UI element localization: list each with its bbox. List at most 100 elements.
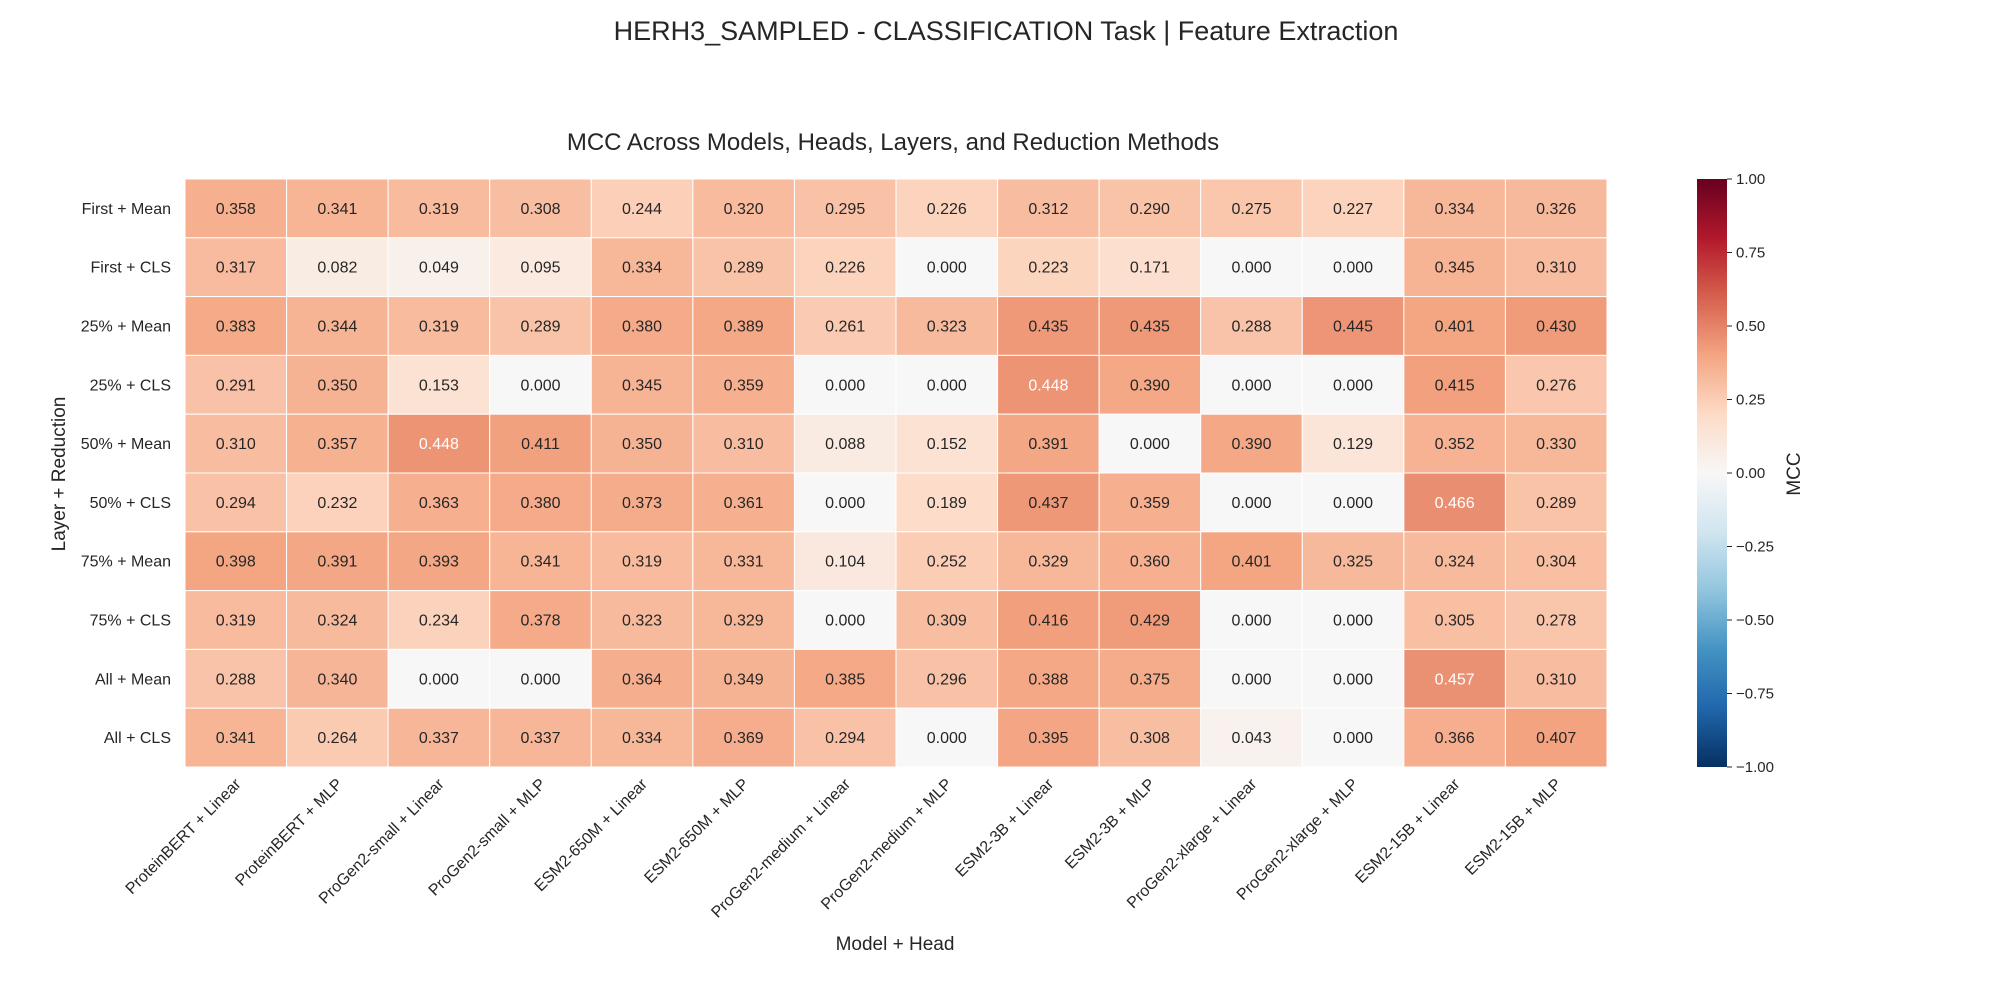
cell-value-label: 0.358 (216, 201, 256, 218)
cell-value-label: 0.244 (622, 201, 662, 218)
cell-value-label: 0.416 (1028, 613, 1068, 630)
heatmap-cell (1403, 354, 1506, 415)
heatmap-cell (692, 707, 795, 768)
cell-value-label: 0.320 (724, 201, 764, 218)
cell-value-label: 0.350 (622, 436, 662, 453)
y-tick-label: 75% + CLS (90, 613, 171, 630)
y-tick-label: First + Mean (82, 201, 171, 218)
x-tick-label: ESM2-650M + Linear (532, 775, 652, 895)
cell-value-label: 0.226 (825, 260, 865, 277)
cell-value-label: 0.310 (1536, 260, 1576, 277)
cell-value-label: 0.043 (1231, 730, 1271, 747)
cell-value-label: 0.385 (825, 671, 865, 688)
colorbar-tick-label: 0.75 (1736, 245, 1765, 262)
heatmap-cell (489, 472, 592, 533)
cell-value-label: 0.308 (1130, 730, 1170, 747)
y-tick-label: All + Mean (95, 671, 171, 688)
cell-value-label: 0.000 (1231, 260, 1271, 277)
cell-value-label: 0.375 (1130, 671, 1170, 688)
cell-value-label: 0.324 (317, 613, 357, 630)
cell-value-label: 0.088 (825, 436, 865, 453)
cell-value-label: 0.366 (1435, 730, 1475, 747)
cell-value-label: 0.289 (1536, 495, 1576, 512)
cell-value-label: 0.466 (1435, 495, 1475, 512)
colorbar-tick-label: −1.00 (1736, 759, 1774, 776)
heatmap-cell (286, 590, 389, 650)
cell-value-label: 0.373 (622, 495, 662, 512)
heatmap-cell (1200, 707, 1303, 768)
y-tick-labels: First + Mean First + CLS 25% + Mean 25% + C… (81, 201, 171, 747)
cell-value-label: 0.430 (1536, 319, 1576, 336)
cell-value-label: 0.223 (1028, 260, 1068, 277)
cell-value-label: 0.401 (1435, 319, 1475, 336)
heatmap-cell (793, 472, 897, 533)
heatmap-cell (692, 472, 795, 533)
heatmap-cells: 0.358 0.341 0.319 0.308 0.244 0.320 0.295 0.226… (184, 178, 1608, 768)
x-tick-label: ProteinBERT + Linear (123, 775, 245, 897)
cell-value-label: 0.395 (1028, 730, 1068, 747)
heatmap-cell (997, 354, 1100, 415)
cell-value-label: 0.407 (1536, 730, 1576, 747)
cell-value-label: 0.352 (1435, 436, 1475, 453)
heatmap-cell (1098, 531, 1202, 592)
x-tick-label: ESM2-650M + MLP (641, 776, 752, 887)
colorbar-tick-label: −0.25 (1736, 539, 1774, 556)
heatmap-cell (1504, 648, 1608, 709)
cell-value-label: 0.415 (1435, 377, 1475, 394)
x-tick-label: ESM2-3B + MLP (1062, 776, 1159, 873)
heatmap-cell (1301, 178, 1405, 239)
cell-value-label: 0.000 (825, 613, 865, 630)
cell-value-label: 0.000 (1130, 436, 1170, 453)
cell-value-label: 0.305 (1435, 613, 1475, 630)
cell-value-label: 0.189 (927, 495, 967, 512)
x-tick-label: ESM2-15B + Linear (1352, 775, 1464, 887)
cell-value-label: 0.361 (724, 495, 764, 512)
colorbar-tick-label: 0.50 (1736, 318, 1765, 335)
cell-value-label: 0.457 (1435, 671, 1475, 688)
heatmap-cell (1301, 472, 1405, 533)
heatmap-cell (793, 237, 897, 298)
cell-value-label: 0.296 (927, 671, 967, 688)
cell-value-label: 0.326 (1536, 201, 1576, 218)
heatmap-cell (590, 178, 694, 239)
cell-value-label: 0.369 (724, 730, 764, 747)
y-tick-label: 25% + Mean (81, 319, 171, 336)
heatmap-cell (387, 354, 491, 415)
cell-value-label: 0.360 (1130, 554, 1170, 571)
cell-value-label: 0.337 (520, 730, 560, 747)
heatmap-cell (895, 237, 999, 298)
cell-value-label: 0.082 (317, 260, 357, 277)
cell-value-label: 0.319 (419, 201, 459, 218)
cell-value-label: 0.000 (520, 377, 560, 394)
cell-value-label: 0.380 (520, 495, 560, 512)
cell-value-label: 0.049 (419, 260, 459, 277)
cell-value-label: 0.329 (1028, 554, 1068, 571)
cell-value-label: 0.435 (1130, 319, 1170, 336)
heatmap-cell (590, 472, 694, 533)
y-tick-label: 25% + CLS (90, 377, 171, 394)
cell-value-label: 0.323 (622, 613, 662, 630)
cell-value-label: 0.104 (825, 554, 865, 571)
cell-value-label: 0.294 (216, 495, 256, 512)
x-tick-label: ProGen2-small + MLP (426, 776, 550, 900)
cell-value-label: 0.334 (622, 730, 662, 747)
cell-value-label: 0.359 (724, 377, 764, 394)
heatmap-cell (184, 707, 288, 768)
cell-value-label: 0.000 (520, 671, 560, 688)
heatmap-cell (1403, 178, 1506, 239)
heatmap-cell (590, 354, 694, 415)
cell-value-label: 0.341 (216, 730, 256, 747)
cell-value-label: 0.227 (1333, 201, 1373, 218)
heatmap-cell (1200, 531, 1303, 592)
heatmap-cell (286, 472, 389, 533)
cell-value-label: 0.344 (317, 319, 357, 336)
heatmap-cell (692, 237, 795, 298)
heatmap-cell (590, 707, 694, 768)
cell-value-label: 0.448 (419, 436, 459, 453)
colorbar-tick-label: −0.75 (1736, 686, 1774, 703)
cell-value-label: 0.398 (216, 554, 256, 571)
heatmap-cell (1200, 413, 1303, 474)
heatmap-cell (184, 296, 288, 356)
cell-value-label: 0.401 (1231, 554, 1271, 571)
